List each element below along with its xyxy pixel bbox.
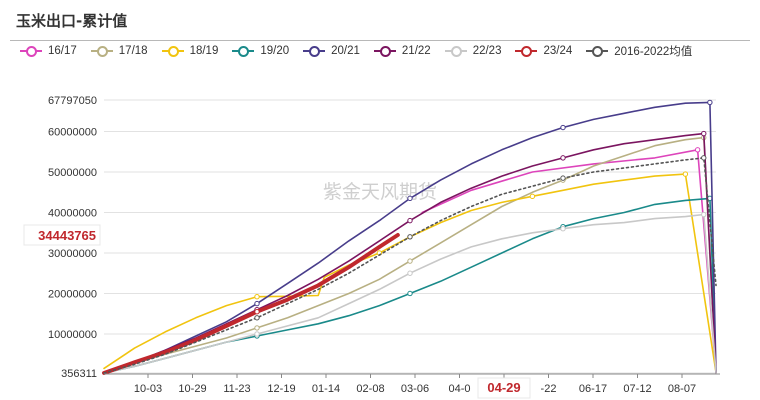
series-point-6-20 bbox=[701, 211, 707, 218]
series-line-7 bbox=[102, 233, 400, 375]
y-tick-7: 356311 bbox=[61, 368, 97, 380]
legend-symbol bbox=[20, 45, 42, 57]
series-point-7-5 bbox=[254, 308, 260, 315]
title-divider bbox=[10, 40, 750, 41]
series-point-4-15 bbox=[560, 124, 566, 131]
legend-symbol bbox=[444, 45, 467, 57]
legend-item-6[interactable]: 22/23 bbox=[444, 45, 502, 57]
x-tick-12: 08-07 bbox=[668, 383, 696, 395]
chart-title: 玉米出口-累计值 bbox=[16, 12, 128, 30]
series-point-1-10 bbox=[407, 258, 413, 264]
legend-label: 21/22 bbox=[401, 45, 431, 57]
legend-label: 16/17 bbox=[48, 45, 77, 57]
legend-item-8[interactable]: 2016-2022均值 bbox=[586, 43, 692, 59]
series-point-6-10 bbox=[407, 270, 413, 276]
series-point-5-20 bbox=[701, 130, 707, 137]
x-tick-3: 12-19 bbox=[267, 383, 295, 395]
series-line-4 bbox=[103, 101, 717, 374]
legend-symbol bbox=[303, 45, 326, 57]
y-highlight-label: 34443765 bbox=[38, 228, 96, 243]
y-highlight-box bbox=[23, 224, 101, 246]
x-tick-9: -22 bbox=[541, 383, 557, 395]
legend-item-1[interactable]: 17/18 bbox=[90, 45, 148, 57]
series-line-6 bbox=[103, 213, 717, 374]
grid-lines bbox=[104, 99, 716, 374]
legend-item-3[interactable]: 19/20 bbox=[232, 45, 289, 57]
x-axis: 10-03 10-29 11-23 12-19 01-14 02-08 03-06 04-0 0… bbox=[104, 373, 720, 399]
series-point-2-15 bbox=[529, 193, 536, 200]
y-tick-3: 40000000 bbox=[48, 208, 97, 220]
legend-label: 23/24 bbox=[543, 45, 573, 57]
legend-symbol bbox=[161, 45, 184, 57]
legend-symbol bbox=[232, 45, 255, 57]
x-tick-1: 10-29 bbox=[178, 383, 206, 395]
legend-symbol bbox=[515, 45, 538, 57]
series-line-0 bbox=[421, 149, 717, 374]
series-point-4-10 bbox=[407, 195, 413, 202]
series-point-6-15 bbox=[560, 226, 566, 232]
series-point-5-15 bbox=[560, 155, 566, 161]
x-highlight-box bbox=[477, 377, 531, 399]
x-tick-6: 03-06 bbox=[401, 383, 429, 395]
series-point-2-20 bbox=[682, 171, 689, 177]
y-tick-1: 60000000 bbox=[48, 127, 97, 139]
y-tick-4: 30000000 bbox=[48, 248, 97, 260]
series-point-8-20 bbox=[701, 155, 707, 161]
x-tick-4: 01-14 bbox=[312, 383, 340, 395]
series-point-4-20 bbox=[707, 99, 713, 106]
series-point-5-10 bbox=[407, 217, 413, 224]
x-tick-5: 02-08 bbox=[356, 383, 384, 395]
series-point-1-5 bbox=[254, 325, 260, 331]
legend-label: 2016-2022均值 bbox=[614, 46, 693, 58]
legend-item-5[interactable]: 21/22 bbox=[373, 45, 431, 57]
legend-symbol bbox=[586, 45, 609, 57]
legend-symbol bbox=[90, 45, 113, 57]
series-line-2 bbox=[103, 173, 717, 374]
series-point-3-10 bbox=[407, 290, 413, 297]
y-tick-0: 67797050 bbox=[48, 95, 97, 107]
series-line-1 bbox=[103, 136, 717, 374]
legend-label: 20/21 bbox=[331, 45, 360, 57]
series-point-4-5 bbox=[254, 300, 260, 307]
series-point-0-5 bbox=[694, 147, 701, 153]
x-tick-10: 06-17 bbox=[579, 383, 607, 395]
legend-symbol bbox=[373, 45, 396, 57]
y-axis: 67797050 60000000 50000000 40000000 30000000… bbox=[23, 95, 101, 380]
y-tick-2: 50000000 bbox=[48, 167, 97, 179]
legend-item-2[interactable]: 18/19 bbox=[161, 45, 219, 57]
legend-item-7[interactable]: 23/24 bbox=[515, 45, 572, 57]
legend-label: 22/23 bbox=[472, 45, 502, 57]
legend-label: 19/20 bbox=[260, 45, 290, 57]
y-tick-6: 10000000 bbox=[48, 329, 97, 341]
series-point-2-5 bbox=[254, 294, 260, 300]
legend-item-4[interactable]: 20/21 bbox=[303, 45, 360, 57]
legend: 16/17 17/18 18/19 19/20 20/21 21/22 22/23 23/24… bbox=[20, 42, 706, 60]
y-tick-5: 20000000 bbox=[48, 288, 97, 300]
legend-label: 17/18 bbox=[118, 45, 148, 57]
series-point-8-15 bbox=[560, 175, 566, 181]
legend-item-0[interactable]: 16/17 bbox=[20, 45, 77, 57]
series-group bbox=[102, 99, 717, 375]
x-tick-2: 11-23 bbox=[223, 383, 250, 395]
x-tick-11: 07-12 bbox=[623, 383, 651, 395]
x-tick-0: 10-03 bbox=[134, 383, 162, 395]
x-highlight-label: 04-29 bbox=[487, 380, 520, 395]
series-point-8-5 bbox=[254, 315, 260, 321]
legend-label: 18/19 bbox=[189, 45, 219, 57]
x-tick-7: 04-0 bbox=[448, 383, 470, 395]
series-point-8-10 bbox=[407, 234, 413, 240]
series-point-6-5 bbox=[254, 331, 260, 337]
